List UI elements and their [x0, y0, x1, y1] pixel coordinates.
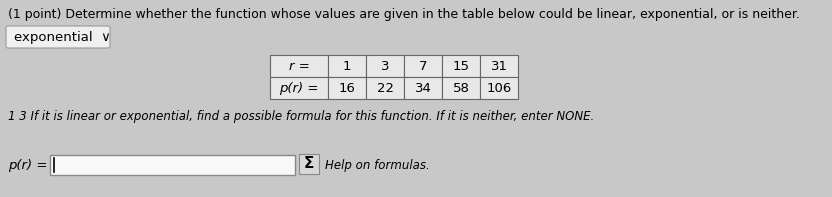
- FancyBboxPatch shape: [299, 154, 319, 174]
- FancyBboxPatch shape: [404, 55, 442, 77]
- FancyBboxPatch shape: [366, 55, 404, 77]
- FancyBboxPatch shape: [480, 55, 518, 77]
- Text: 34: 34: [414, 82, 432, 95]
- Text: 1 3 If it is linear or exponential, find a possible formula for this function. I: 1 3 If it is linear or exponential, find…: [8, 110, 594, 123]
- FancyBboxPatch shape: [6, 26, 110, 48]
- Text: 31: 31: [491, 59, 508, 72]
- Text: 7: 7: [418, 59, 428, 72]
- FancyBboxPatch shape: [442, 55, 480, 77]
- Text: 15: 15: [453, 59, 469, 72]
- Text: 58: 58: [453, 82, 469, 95]
- Text: 106: 106: [487, 82, 512, 95]
- Text: 1: 1: [343, 59, 351, 72]
- Text: exponential  ∨: exponential ∨: [14, 31, 111, 44]
- FancyBboxPatch shape: [270, 55, 328, 77]
- FancyBboxPatch shape: [442, 77, 480, 99]
- Text: (1 point) Determine whether the function whose values are given in the table bel: (1 point) Determine whether the function…: [8, 8, 800, 21]
- FancyBboxPatch shape: [366, 77, 404, 99]
- Text: 16: 16: [339, 82, 355, 95]
- Text: Help on formulas.: Help on formulas.: [325, 159, 430, 172]
- FancyBboxPatch shape: [328, 55, 366, 77]
- Text: Σ: Σ: [304, 156, 314, 172]
- Text: p(r) =: p(r) =: [8, 159, 47, 172]
- FancyBboxPatch shape: [270, 77, 328, 99]
- Text: 3: 3: [381, 59, 389, 72]
- Text: r =: r =: [289, 59, 310, 72]
- Text: 22: 22: [377, 82, 394, 95]
- FancyBboxPatch shape: [480, 77, 518, 99]
- FancyBboxPatch shape: [50, 155, 295, 175]
- FancyBboxPatch shape: [404, 77, 442, 99]
- Text: p(r) =: p(r) =: [280, 82, 319, 95]
- FancyBboxPatch shape: [328, 77, 366, 99]
